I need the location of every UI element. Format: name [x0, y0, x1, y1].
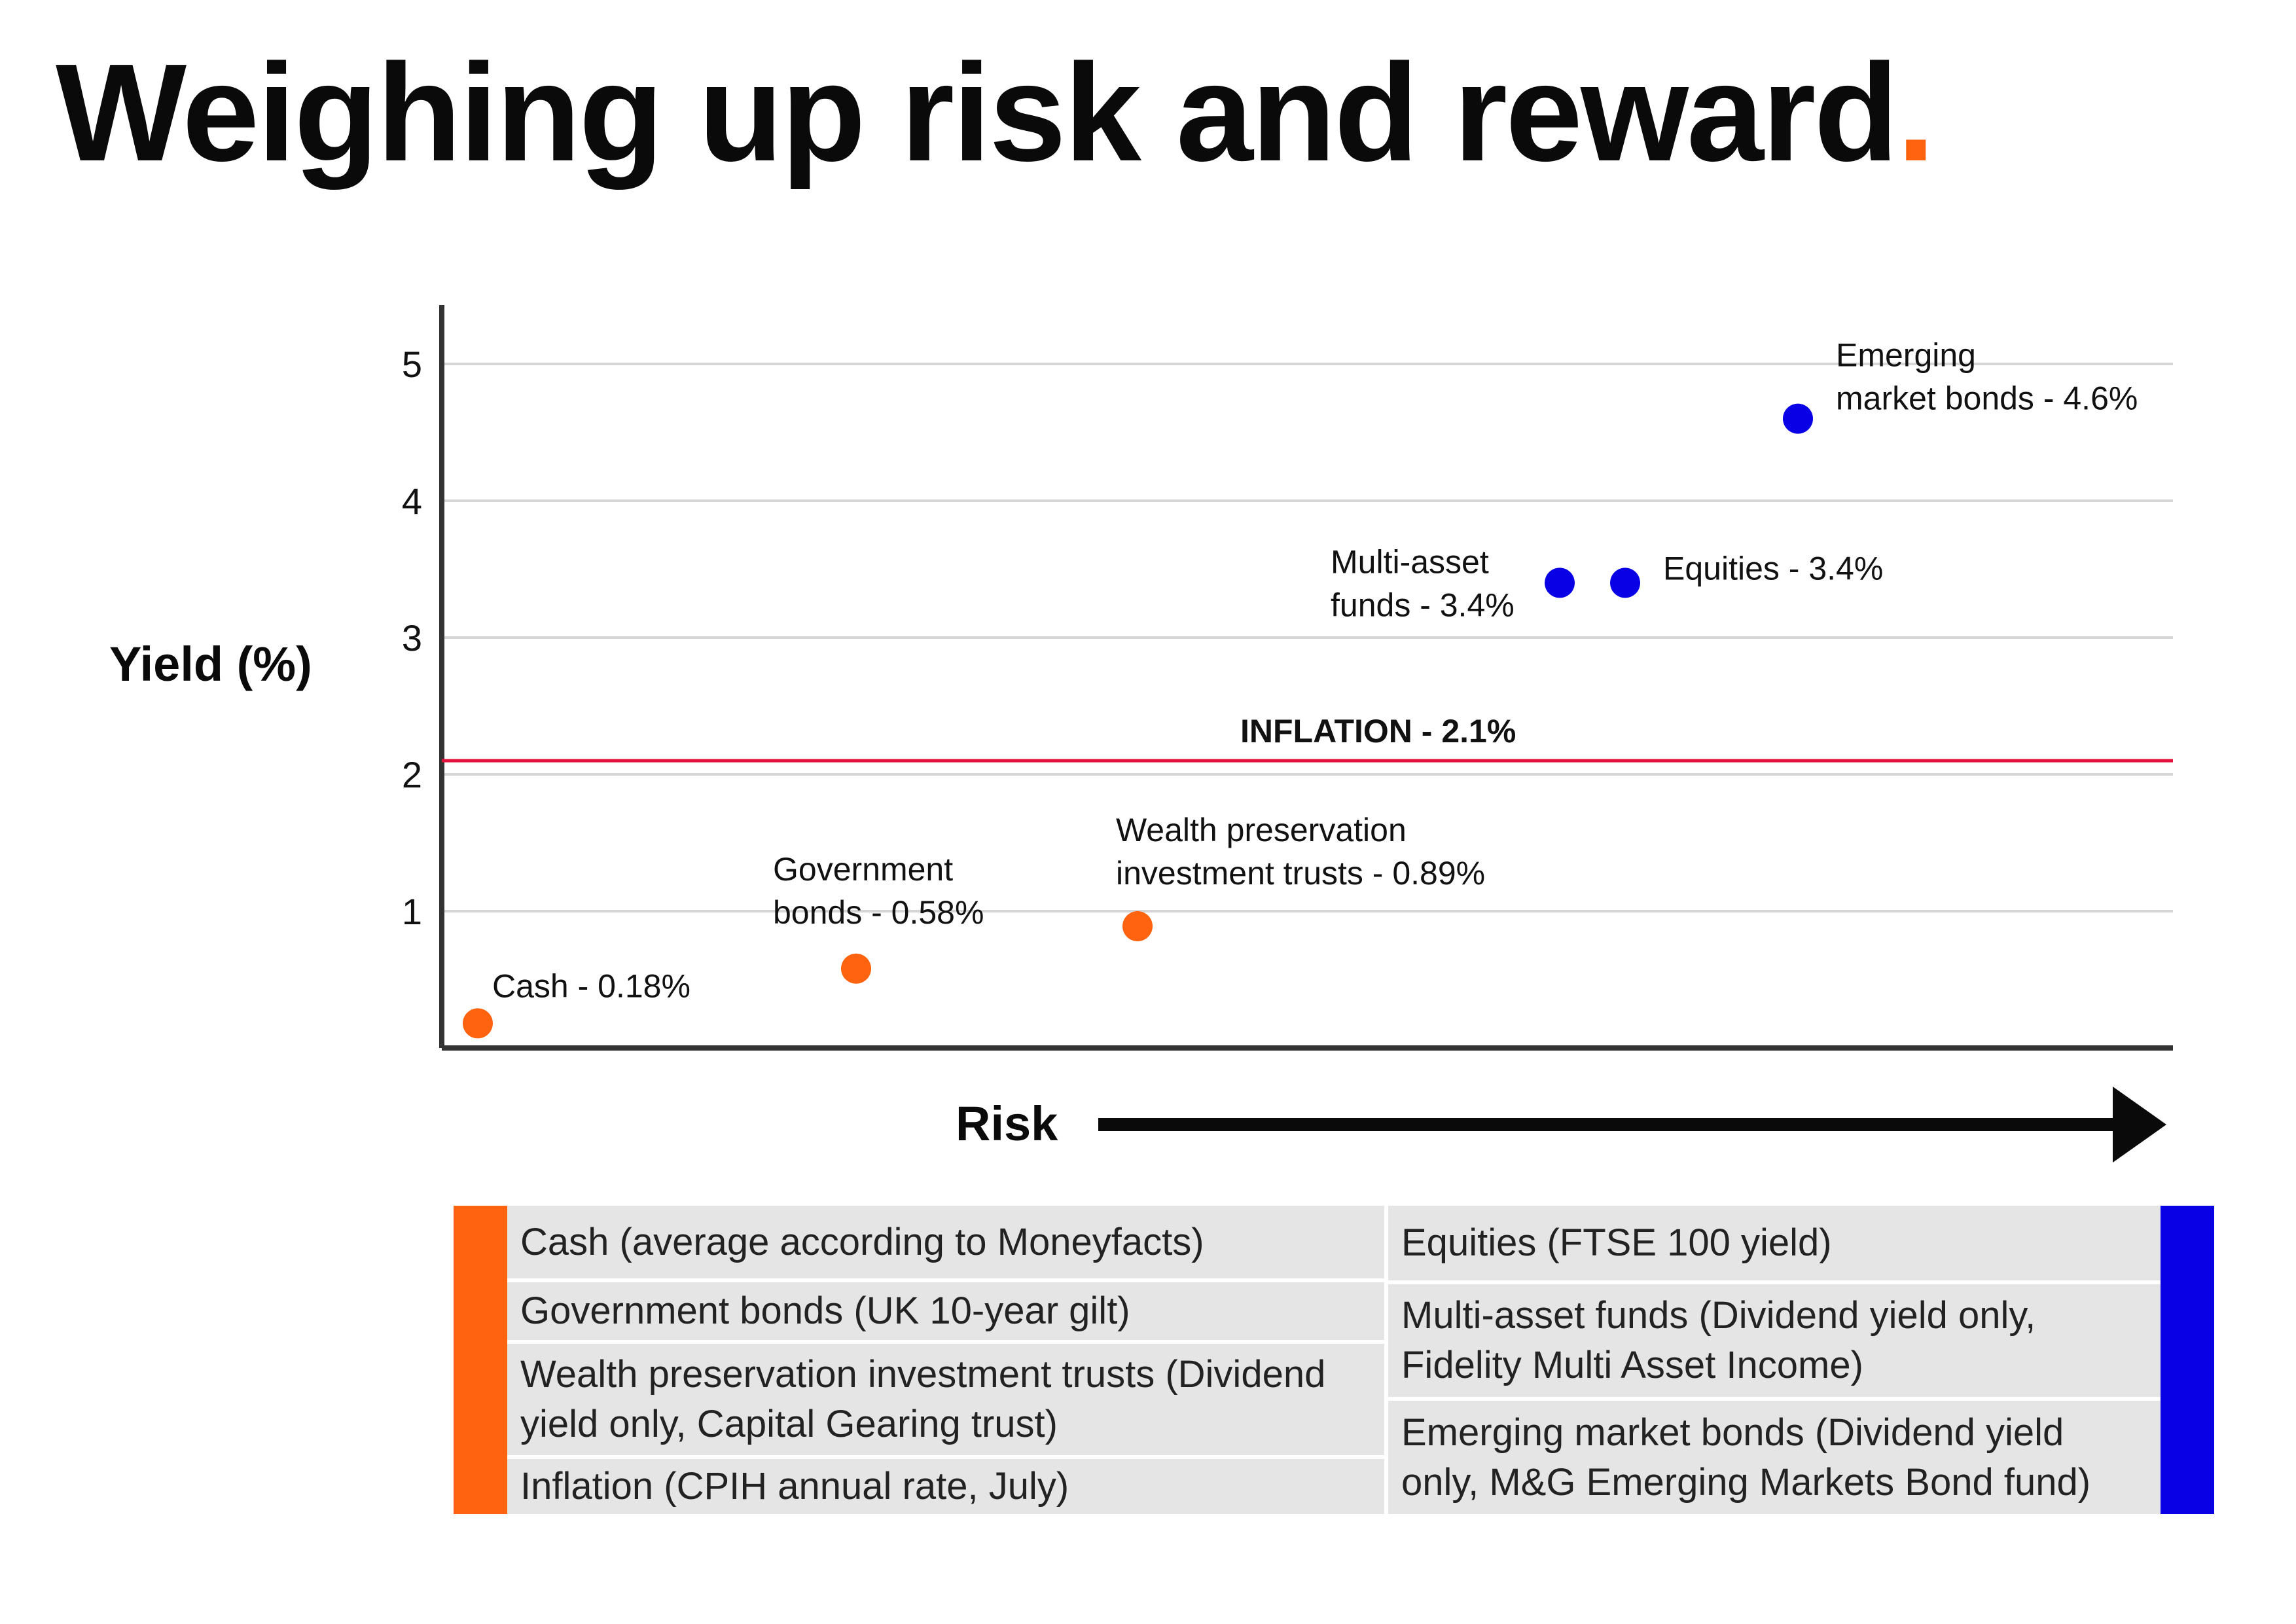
data-label: investment trusts - 0.89%: [1116, 855, 1485, 892]
y-tick-label: 3: [402, 617, 422, 659]
legend-item: Emerging market bonds (Dividend yield on…: [1388, 1401, 2161, 1514]
inflation-reference-line: INFLATION - 2.1%: [442, 713, 2173, 763]
legend-item: Wealth preservation investment trusts (D…: [507, 1344, 1384, 1455]
inflation-label: INFLATION - 2.1%: [1240, 713, 1516, 749]
legend-item: Inflation (CPIH annual rate, July): [507, 1459, 1384, 1514]
gridlines: [442, 363, 2173, 912]
risk-reward-chart: 1 2 3 4 5 Yield (%) Risk INFLATION - 2.1% Ca…: [109, 305, 2173, 1163]
legend-item: Multi-asset funds (Dividend yield only, …: [1388, 1284, 2161, 1397]
page-title: Weighing up risk and reward.: [56, 35, 1935, 190]
legend-item: Government bonds (UK 10-year gilt): [507, 1282, 1384, 1340]
title-dot: .: [1896, 35, 1935, 190]
data-label: Emerging: [1836, 337, 1976, 374]
data-label: funds - 3.4%: [1331, 586, 1515, 623]
data-label: Government: [773, 851, 953, 888]
data-label: Multi-asset: [1331, 543, 1489, 580]
data-point: [1545, 568, 1575, 598]
y-tick-label: 2: [402, 754, 422, 795]
data-point: [1122, 911, 1153, 941]
data-points: Cash - 0.18% Government bonds - 0.58% Wealt…: [463, 337, 2138, 1039]
data-label: Wealth preservation: [1116, 812, 1407, 848]
y-tick-label: 5: [402, 344, 422, 385]
title-text: Weighing up risk and reward: [56, 35, 1899, 190]
legend-orange-bar: [454, 1206, 507, 1514]
data-label: Cash - 0.18%: [492, 967, 691, 1004]
data-label: bonds - 0.58%: [773, 894, 984, 931]
x-axis-label: Risk: [956, 1096, 1058, 1151]
data-point: [841, 953, 871, 984]
y-tick-label: 4: [402, 480, 422, 522]
legend-left-column: Cash (average according to Moneyfacts) Go…: [507, 1206, 1384, 1514]
data-label: market bonds - 4.6%: [1836, 380, 2138, 417]
legend-table: Cash (average according to Moneyfacts) Go…: [454, 1206, 2214, 1514]
data-point: [1610, 568, 1640, 598]
data-point: [463, 1008, 493, 1039]
risk-arrow-head: [2113, 1087, 2166, 1163]
data-point: [1783, 403, 1813, 434]
y-axis-label: Yield (%): [109, 637, 312, 691]
y-tick-labels: 1 2 3 4 5: [402, 344, 422, 932]
legend-item: Cash (average according to Moneyfacts): [507, 1206, 1384, 1278]
data-label: Equities - 3.4%: [1663, 550, 1883, 586]
legend-item: Equities (FTSE 100 yield): [1388, 1206, 2161, 1280]
y-tick-label: 1: [402, 891, 422, 932]
legend-blue-bar: [2161, 1206, 2214, 1514]
legend-right-column: Equities (FTSE 100 yield) Multi-asset fun…: [1388, 1206, 2161, 1514]
